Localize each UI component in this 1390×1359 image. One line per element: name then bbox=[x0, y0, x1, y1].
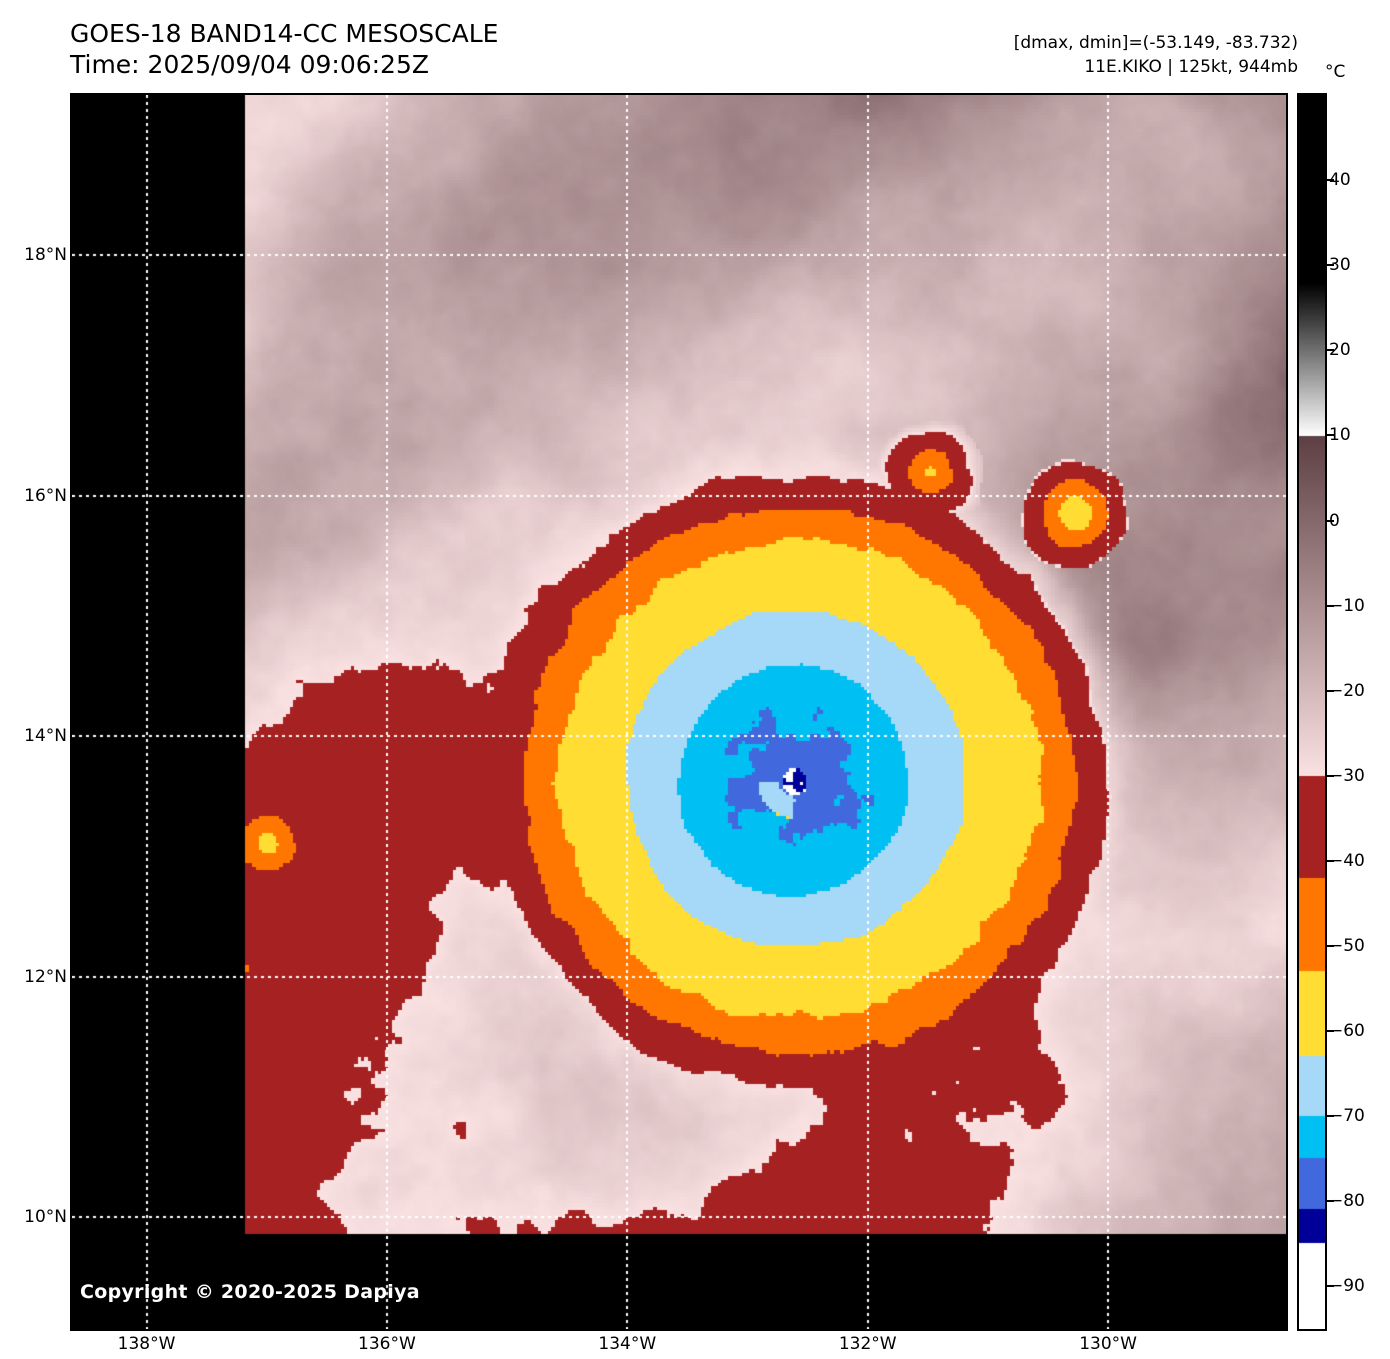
lat-tick-label: 12°N bbox=[24, 966, 67, 987]
lat-tick-label: 14°N bbox=[24, 726, 67, 747]
dmax-dmin-label: [dmax, dmin]=(-53.149, -83.732) bbox=[1013, 33, 1298, 53]
colorbar-tick-label: 20 bbox=[1329, 340, 1351, 361]
satellite-image-panel bbox=[70, 93, 1288, 1331]
colorbar-tick-label: 40 bbox=[1329, 170, 1351, 191]
colorbar-tick-label: 10 bbox=[1329, 425, 1351, 446]
colorbar-tick-mark bbox=[1327, 1030, 1334, 1033]
colorbar-tick-mark bbox=[1327, 689, 1334, 692]
colorbar-tick-mark bbox=[1327, 604, 1334, 607]
page-title: GOES-18 BAND14-CC MESOSCALE bbox=[70, 19, 499, 48]
storm-info-label: 11E.KIKO | 125kt, 944mb bbox=[1084, 57, 1298, 77]
colorbar-tick-mark bbox=[1327, 519, 1334, 522]
colorbar-tick-label: −60 bbox=[1329, 1021, 1365, 1042]
colorbar bbox=[1297, 93, 1327, 1331]
colorbar-tick-label: −40 bbox=[1329, 850, 1365, 871]
colorbar-tick-mark bbox=[1327, 859, 1334, 862]
lon-tick-label: 136°W bbox=[358, 1334, 416, 1354]
lat-tick-label: 18°N bbox=[24, 244, 67, 265]
colorbar-tick-mark bbox=[1327, 774, 1334, 777]
colorbar-tick-label: −30 bbox=[1329, 765, 1365, 786]
colorbar-tick-label: −70 bbox=[1329, 1106, 1365, 1127]
timestamp-label: Time: 2025/09/04 09:06:25Z bbox=[70, 50, 429, 79]
colorbar-tick-mark bbox=[1327, 1285, 1334, 1288]
lon-tick-label: 132°W bbox=[838, 1334, 897, 1354]
colorbar-tick-mark bbox=[1327, 945, 1334, 948]
colorbar-tick-mark bbox=[1327, 434, 1334, 437]
colorbar-tick-label: −50 bbox=[1329, 936, 1365, 957]
colorbar-unit-label: °C bbox=[1325, 62, 1346, 82]
lon-tick-label: 138°W bbox=[117, 1334, 176, 1354]
colorbar-tick-label: −20 bbox=[1329, 680, 1365, 701]
colorbar-tick-label: 30 bbox=[1329, 255, 1351, 276]
lat-tick-label: 10°N bbox=[24, 1207, 67, 1228]
colorbar-tick-label: 0 bbox=[1329, 510, 1340, 531]
colorbar-tick-label: −10 bbox=[1329, 595, 1365, 616]
colorbar-tick-mark bbox=[1327, 349, 1334, 352]
colorbar-tick-label: −80 bbox=[1329, 1191, 1365, 1212]
chart-title-block: GOES-18 BAND14-CC MESOSCALE Time: 2025/0… bbox=[70, 18, 770, 80]
colorbar-canvas bbox=[1299, 95, 1325, 1329]
colorbar-tick-mark bbox=[1327, 264, 1334, 267]
colorbar-tick-label: −90 bbox=[1329, 1276, 1365, 1297]
colorbar-tick-mark bbox=[1327, 1115, 1334, 1118]
metadata-block: [dmax, dmin]=(-53.149, -83.732) 11E.KIKO… bbox=[1014, 31, 1298, 79]
copyright-label: Copyright © 2020-2025 Dapiya bbox=[80, 1281, 420, 1303]
lat-tick-label: 16°N bbox=[24, 485, 67, 506]
colorbar-tick-mark bbox=[1327, 1200, 1334, 1203]
lon-tick-label: 130°W bbox=[1079, 1334, 1137, 1354]
colorbar-tick-mark bbox=[1327, 179, 1334, 182]
lon-tick-label: 134°W bbox=[598, 1334, 657, 1354]
satellite-heatmap-canvas bbox=[72, 95, 1286, 1329]
